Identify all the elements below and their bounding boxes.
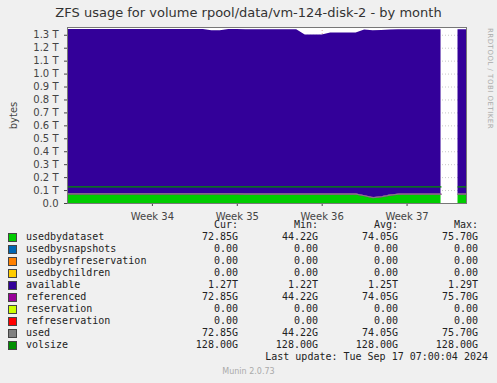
svg-text:0.6 T: 0.6 T bbox=[33, 120, 59, 131]
html-text:Munin 2.0.73: Munin 2.0.73 bbox=[222, 367, 275, 376]
html-text:0.00: 0.00 bbox=[373, 303, 398, 314]
html-text:Min:: Min: bbox=[293, 219, 318, 230]
html-text:0.00: 0.00 bbox=[213, 267, 238, 278]
html-text:128.00G: 128.00G bbox=[435, 339, 478, 350]
html-text:usedbyrefreservation: usedbyrefreservation bbox=[26, 255, 147, 266]
html-text:44.22G: 44.22G bbox=[281, 327, 318, 338]
html-text:Last update: Tue Sep 17 07:00:: Last update: Tue Sep 17 07:00:04 2024 bbox=[265, 351, 488, 362]
html-text:ZFS usage for volume rpool/dat: ZFS usage for volume rpool/data/vm-124-d… bbox=[55, 5, 442, 20]
html-text:available: available bbox=[26, 279, 81, 290]
html-text:0.00: 0.00 bbox=[213, 255, 238, 266]
html-text:0.00: 0.00 bbox=[373, 267, 398, 278]
html-text:0.00: 0.00 bbox=[453, 243, 478, 254]
html-text:75.70G: 75.70G bbox=[441, 291, 478, 302]
html-text:72.85G: 72.85G bbox=[201, 327, 238, 338]
svg-text:0.1 T: 0.1 T bbox=[33, 185, 59, 196]
html-text:74.05G: 74.05G bbox=[361, 231, 398, 242]
html-text:44.22G: 44.22G bbox=[281, 231, 318, 242]
html-text:referenced: referenced bbox=[26, 291, 87, 302]
svg-text:1.2 T: 1.2 T bbox=[33, 42, 59, 53]
html-text:0.00: 0.00 bbox=[373, 243, 398, 254]
svg-text:1.1 T: 1.1 T bbox=[33, 55, 59, 66]
html-text:0.00: 0.00 bbox=[293, 255, 318, 266]
html-text:RRDTOOL / TOBI OETIKER: RRDTOOL / TOBI OETIKER bbox=[486, 28, 494, 130]
html-text:used: used bbox=[26, 327, 51, 338]
svg-text:0.5 T: 0.5 T bbox=[33, 133, 59, 144]
html-text:128.00G: 128.00G bbox=[195, 339, 238, 350]
html-text:Avg:: Avg: bbox=[373, 219, 398, 230]
html-text:usedbydataset: usedbydataset bbox=[26, 231, 105, 242]
html-text:1.27T: 1.27T bbox=[207, 279, 238, 290]
svg-text:0.2 T: 0.2 T bbox=[33, 172, 59, 183]
html-text:Max:: Max: bbox=[453, 219, 478, 230]
html-text:usedbysnapshots: usedbysnapshots bbox=[26, 243, 117, 254]
svg-text:Week 35: Week 35 bbox=[215, 210, 259, 222]
html-text:75.70G: 75.70G bbox=[441, 327, 478, 338]
svg-text:Week 34: Week 34 bbox=[131, 211, 174, 222]
html-text:0.00: 0.00 bbox=[453, 303, 478, 314]
svg-text:0.7 T: 0.7 T bbox=[33, 107, 59, 118]
html-text:128.00G: 128.00G bbox=[355, 339, 398, 350]
html-text:0.00: 0.00 bbox=[453, 315, 478, 326]
html-text:72.85G: 72.85G bbox=[201, 231, 238, 242]
html-text:1.29T: 1.29T bbox=[447, 279, 478, 290]
html-text:0.00: 0.00 bbox=[293, 243, 318, 254]
html-text:Cur:: Cur: bbox=[213, 219, 238, 230]
html-text:1.25T: 1.25T bbox=[367, 279, 398, 290]
html-text:0.00: 0.00 bbox=[213, 243, 238, 254]
html-text:128.00G: 128.00G bbox=[275, 339, 318, 350]
svg-text:bytes: bytes bbox=[8, 102, 19, 130]
html-text:reservation: reservation bbox=[26, 303, 93, 314]
html-text:0.00: 0.00 bbox=[213, 303, 238, 314]
svg-text:0.4 T: 0.4 T bbox=[33, 146, 59, 157]
html-text:refreservation: refreservation bbox=[26, 315, 111, 326]
html-text:74.05G: 74.05G bbox=[361, 291, 398, 302]
svg-text:0.3 T: 0.3 T bbox=[33, 159, 59, 170]
html-text:0.00: 0.00 bbox=[293, 267, 318, 278]
html-text:74.05G: 74.05G bbox=[361, 327, 398, 338]
html-text:0.00: 0.00 bbox=[453, 255, 478, 266]
html-text:0.00: 0.00 bbox=[213, 315, 238, 326]
svg-text:Week 37: Week 37 bbox=[385, 210, 429, 222]
svg-text:1.3 T: 1.3 T bbox=[33, 29, 59, 40]
html-text:0.00: 0.00 bbox=[293, 303, 318, 314]
svg-text:0.9 T: 0.9 T bbox=[33, 81, 59, 92]
svg-text:0.8 T: 0.8 T bbox=[33, 94, 59, 105]
svg-text:Week 36: Week 36 bbox=[300, 210, 344, 222]
html-text:0.00: 0.00 bbox=[453, 267, 478, 278]
html-text:1.22T: 1.22T bbox=[287, 279, 318, 290]
html-text:usedbychildren: usedbychildren bbox=[26, 267, 111, 278]
html-text:72.85G: 72.85G bbox=[201, 291, 238, 302]
html-text:75.70G: 75.70G bbox=[441, 231, 478, 242]
html-text:0.00: 0.00 bbox=[373, 255, 398, 266]
svg-text:1.0 T: 1.0 T bbox=[33, 68, 59, 79]
svg-text:0.0: 0.0 bbox=[43, 198, 59, 209]
html-text:volsize: volsize bbox=[26, 339, 69, 350]
html-text:0.00: 0.00 bbox=[293, 315, 318, 326]
html-text:0.00: 0.00 bbox=[373, 315, 398, 326]
html-text:44.22G: 44.22G bbox=[281, 291, 318, 302]
